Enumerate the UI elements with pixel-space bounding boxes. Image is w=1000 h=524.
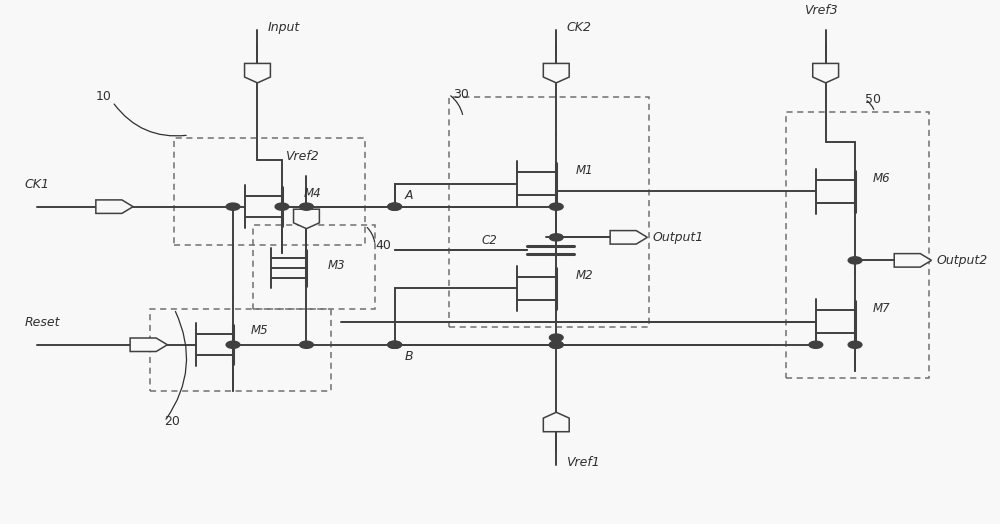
Text: Vref3: Vref3 (804, 4, 838, 17)
Circle shape (388, 341, 401, 348)
Text: M3: M3 (328, 259, 346, 272)
Circle shape (388, 203, 401, 210)
Polygon shape (245, 63, 270, 83)
Circle shape (549, 341, 563, 348)
Circle shape (549, 234, 563, 241)
Text: M4: M4 (304, 188, 321, 200)
Text: M5: M5 (251, 324, 268, 337)
Bar (174, 138, 365, 245)
Bar (150, 309, 331, 391)
Text: 20: 20 (164, 415, 180, 428)
Text: CK1: CK1 (24, 178, 49, 191)
Circle shape (848, 257, 862, 264)
Polygon shape (610, 231, 647, 244)
Circle shape (388, 203, 401, 210)
Text: B: B (404, 350, 413, 363)
Text: Input: Input (267, 21, 300, 34)
Text: A: A (404, 189, 413, 202)
Text: M7: M7 (873, 302, 890, 315)
Text: Output2: Output2 (936, 254, 988, 267)
Text: M1: M1 (576, 165, 593, 177)
Circle shape (226, 203, 240, 210)
Bar (449, 97, 649, 327)
Text: C2: C2 (482, 234, 497, 247)
Circle shape (549, 334, 563, 341)
Text: CK2: CK2 (566, 21, 591, 34)
Circle shape (848, 341, 862, 348)
Circle shape (300, 203, 313, 210)
Text: 50: 50 (865, 93, 881, 106)
Text: M2: M2 (576, 269, 593, 282)
Circle shape (549, 203, 563, 210)
Polygon shape (294, 209, 319, 228)
Text: Vref2: Vref2 (285, 150, 318, 163)
Circle shape (549, 341, 563, 348)
Text: Output1: Output1 (652, 231, 704, 244)
Bar (786, 112, 929, 378)
Text: 40: 40 (375, 238, 391, 252)
Bar (253, 225, 375, 309)
Polygon shape (894, 254, 931, 267)
Circle shape (226, 341, 240, 348)
Polygon shape (96, 200, 133, 213)
Text: M6: M6 (873, 172, 890, 185)
Polygon shape (130, 338, 167, 352)
Text: Reset: Reset (24, 316, 60, 330)
Text: 30: 30 (453, 88, 469, 101)
Text: 10: 10 (96, 90, 112, 103)
Circle shape (809, 341, 823, 348)
Circle shape (300, 341, 313, 348)
Text: Vref1: Vref1 (566, 456, 600, 469)
Circle shape (388, 341, 401, 348)
Circle shape (275, 203, 289, 210)
Polygon shape (543, 412, 569, 432)
Polygon shape (813, 63, 839, 83)
Polygon shape (543, 63, 569, 83)
